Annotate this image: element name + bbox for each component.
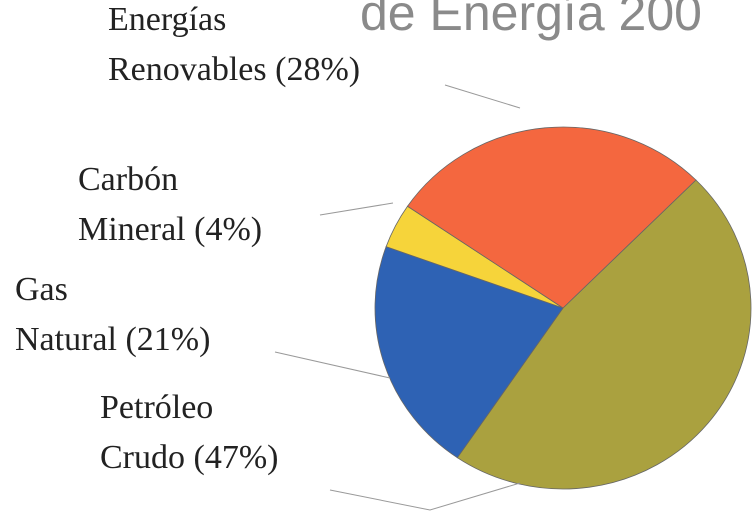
pie-slice	[374, 246, 564, 459]
slice-label: Energías	[108, 1, 226, 38]
pie-slice	[406, 126, 697, 309]
leader-line	[329, 482, 521, 511]
chart-title: de Energía 200	[360, 0, 702, 41]
slice-label: Crudo (47%)	[100, 439, 278, 476]
slice-label: Natural (21%)	[15, 321, 210, 358]
slice-label: Petróleo	[100, 389, 213, 426]
pie-slice	[456, 179, 752, 490]
leader-line	[444, 84, 521, 109]
slice-label: Carbón	[78, 161, 178, 198]
leader-line	[274, 351, 391, 379]
slice-label: Gas	[15, 271, 68, 308]
slice-label: Renovables (28%)	[108, 51, 360, 88]
leader-line	[319, 202, 394, 216]
slice-label: Mineral (4%)	[78, 211, 262, 248]
